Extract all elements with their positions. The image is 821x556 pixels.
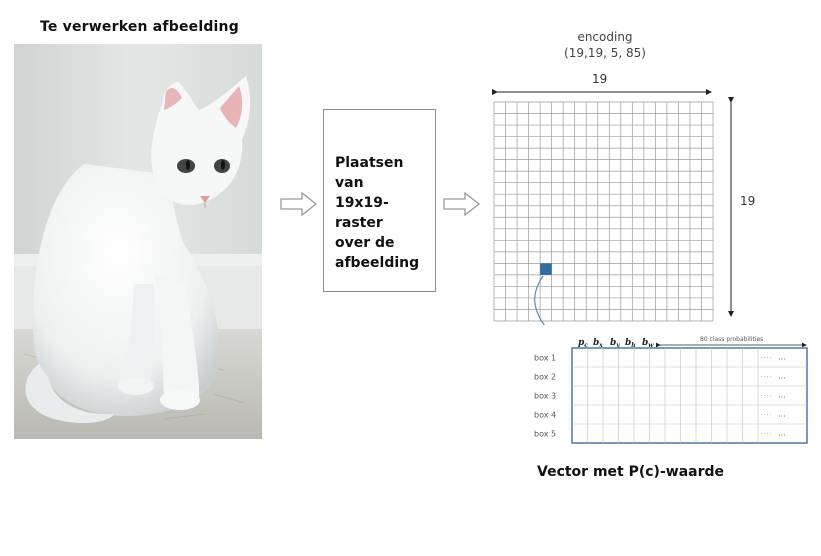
vector-caption: Vector met P(c)-waarde	[537, 464, 725, 480]
encoding-grid	[492, 89, 734, 325]
row-ellipsis: ...	[778, 353, 786, 362]
box-row-label: box 2	[534, 373, 556, 382]
vector-header-label: pc	[578, 338, 588, 349]
arrow-right-icon	[280, 191, 318, 217]
encoding-label: encoding	[577, 30, 633, 44]
box-row-label: box 5	[534, 430, 556, 439]
vector-header-label: bh	[625, 338, 636, 349]
row-ellipsis: ...	[778, 429, 786, 438]
vector-table-border	[571, 347, 808, 444]
class-probabilities-label: 80 class probabilities	[700, 336, 763, 343]
process-step-text: Plaatsen van 19x19-raster over de afbeel…	[335, 153, 433, 273]
box-row-label: box 4	[534, 411, 556, 420]
box-row-label: box 1	[534, 354, 556, 363]
output-vector-table: pc bx by bh bw 80 class probabilities box 1.…	[534, 336, 808, 444]
step-line: van	[335, 175, 364, 191]
row-ellipsis: ...	[778, 372, 786, 381]
step-line: 19x19-raster	[335, 195, 389, 231]
arrow-right-icon	[443, 191, 481, 217]
grid-width-label: 19	[592, 72, 608, 86]
highlighted-grid-cell	[540, 263, 552, 275]
grid-height-label: 19	[740, 194, 756, 208]
vector-header-subscript: h	[631, 342, 635, 349]
step-line: afbeelding	[335, 255, 420, 271]
vector-header-label: bx	[593, 338, 603, 349]
vector-header-subscript: y	[615, 342, 620, 349]
vector-header-subscript: x	[598, 342, 603, 349]
box-row-label: box 3	[534, 392, 556, 401]
step-line: Plaatsen	[335, 155, 404, 171]
row-ellipsis: ...	[778, 410, 786, 419]
cell-to-vector-connector	[534, 275, 546, 325]
row-ellipsis: ...	[778, 391, 786, 400]
vector-header-label: by	[610, 338, 620, 349]
cat-photo	[14, 44, 262, 439]
encoding-title: encoding (19,19, 5, 85)	[540, 29, 670, 61]
process-step-box	[323, 109, 436, 292]
encoding-shape: (19,19, 5, 85)	[564, 46, 646, 60]
vector-header-label: bw	[642, 338, 654, 349]
vector-header-subscript: w	[648, 342, 654, 349]
input-image-title: Te verwerken afbeelding	[40, 19, 239, 35]
step-line: over de	[335, 235, 395, 251]
vector-header-subscript: c	[584, 342, 588, 349]
